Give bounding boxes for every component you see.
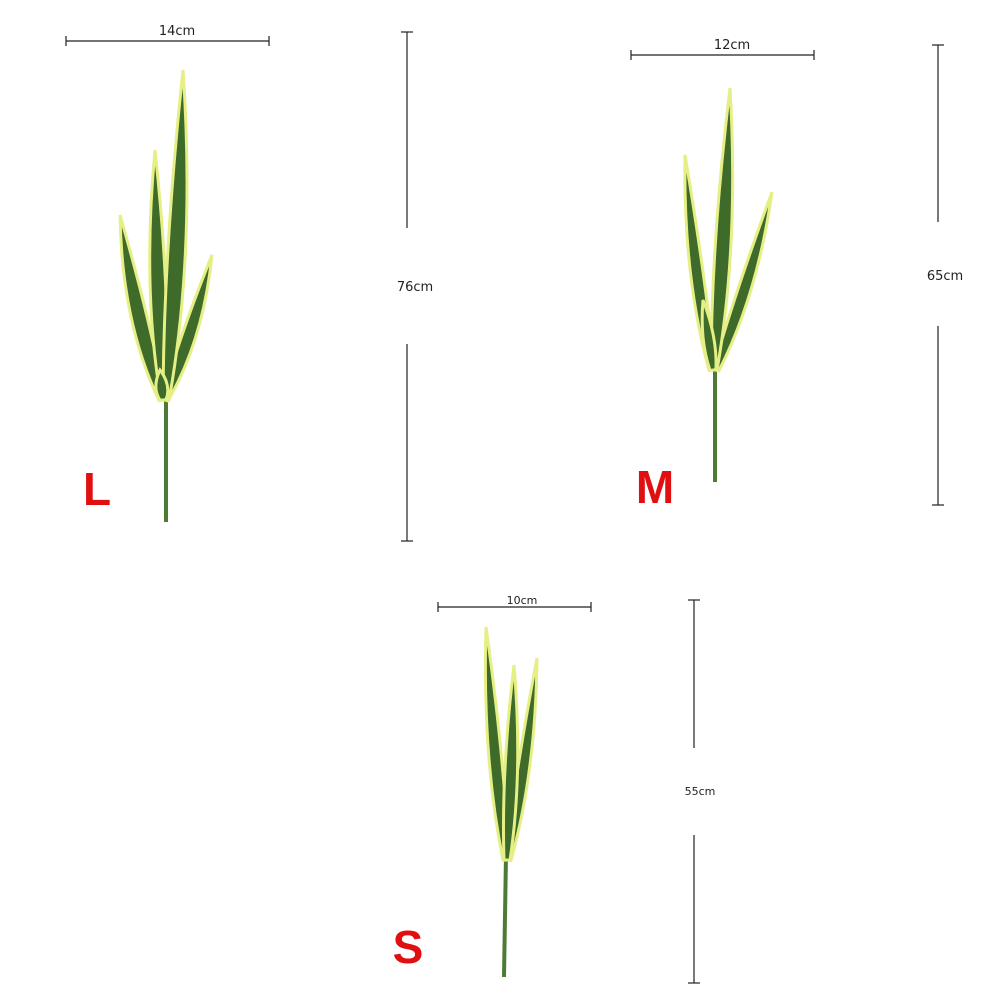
leaf: [161, 69, 189, 402]
leaf: [154, 367, 170, 402]
plant-s: [483, 626, 539, 978]
width-label-l: 14cm: [159, 24, 195, 39]
plant-l: [118, 69, 214, 522]
size-label-s: S: [393, 921, 424, 973]
leaf: [700, 299, 718, 373]
size-label-m: M: [636, 461, 674, 513]
height-label-l: 76cm: [397, 280, 433, 295]
stem: [502, 854, 508, 978]
height-label-s: 55cm: [685, 785, 716, 798]
leaf: [502, 664, 520, 862]
variant-m-dimensions: [630, 44, 944, 506]
leaf: [709, 87, 735, 372]
height-label-m: 65cm: [927, 269, 963, 284]
width-label-m: 12cm: [714, 38, 750, 53]
variant-s-dimensions: [437, 599, 700, 984]
size-label-l: L: [83, 463, 111, 515]
leaf: [711, 191, 774, 373]
plant-m: [683, 87, 774, 482]
variant-l-dimensions: [65, 31, 413, 542]
width-label-s: 10cm: [507, 594, 538, 607]
